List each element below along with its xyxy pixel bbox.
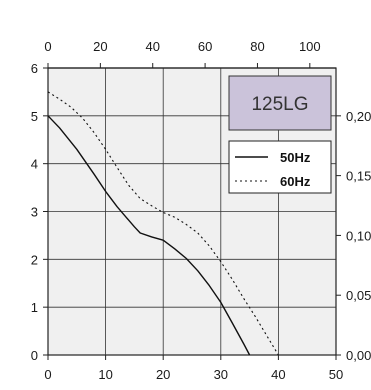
right-tick-label: 0,00 [346,348,371,363]
right-tick-label: 0,20 [346,109,371,124]
left-tick-label: 4 [31,157,38,172]
top-tick-label: 100 [299,39,321,54]
right-tick-label: 0,15 [346,169,371,184]
model-label-background [228,75,332,131]
top-axis: 0 20 40 60 80 100 [44,39,336,69]
left-tick-label: 5 [31,109,38,124]
legend-label-60hz: 60Hz [280,174,311,189]
top-tick-label: 80 [250,39,264,54]
top-tick-label: 0 [44,39,51,54]
model-label: 125LG [251,94,308,115]
left-tick-label: 3 [31,205,38,220]
legend: 50Hz 60Hz [228,140,332,194]
top-tick-label: 20 [93,39,107,54]
left-tick-label: 6 [31,61,38,76]
top-tick-label: 40 [145,39,159,54]
bottom-tick-label: 30 [214,367,228,382]
bottom-tick-label: 50 [329,367,343,382]
series-group [47,91,279,356]
top-tick-label: 60 [198,39,212,54]
bottom-axis: 0 10 20 30 40 50 [44,355,343,382]
series-line-50hz [47,115,251,356]
left-tick-label: 2 [31,252,38,267]
bottom-tick-label: 10 [98,367,112,382]
legend-box [228,140,332,194]
left-axis: 0 1 2 3 4 5 6 [31,61,48,363]
right-axis: 0,00 0,05 0,10 0,15 0,20 [336,109,371,363]
bottom-tick-label: 40 [271,367,285,382]
model-label-box: 125LG [228,75,332,131]
bottom-tick-label: 0 [44,367,51,382]
right-tick-label: 0,05 [346,288,371,303]
legend-label-50hz: 50Hz [280,150,311,165]
bottom-tick-label: 20 [156,367,170,382]
left-tick-label: 1 [31,300,38,315]
right-tick-label: 0,10 [346,228,371,243]
left-tick-label: 0 [31,348,38,363]
